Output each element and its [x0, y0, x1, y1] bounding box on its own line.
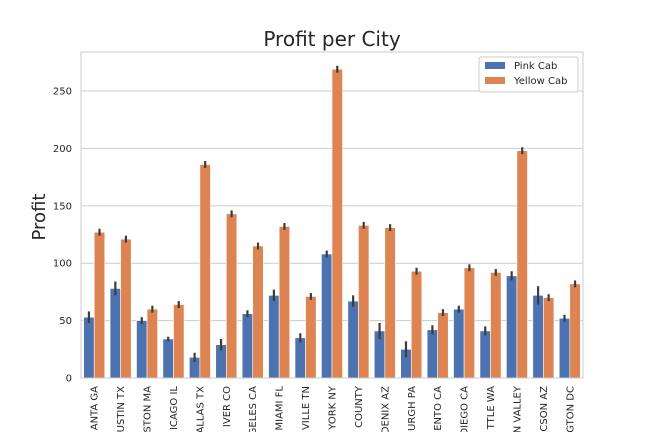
bar-pink-cab — [453, 308, 465, 379]
bar-pink-cab — [426, 329, 438, 379]
bar-yellow-cab — [569, 283, 581, 379]
bar-yellow-cab — [437, 312, 449, 379]
y-tick-labels: 0 50 100 150 200 250 — [53, 87, 72, 385]
bar-yellow-cab — [490, 272, 502, 379]
bar-yellow-cab — [331, 68, 343, 379]
bar-pink-cab — [136, 320, 148, 379]
bar-yellow-cab — [358, 225, 370, 379]
x-tick-label: USTIN TX — [116, 386, 127, 432]
x-tick-label: YORK NY — [328, 385, 339, 431]
y-tick-label: 150 — [53, 201, 72, 212]
x-tick-label: N VALLEY — [512, 385, 523, 432]
x-tick-label: URGH PA — [407, 386, 418, 431]
bar-yellow-cab — [516, 150, 528, 379]
bar-yellow-cab — [543, 297, 555, 379]
y-tick-label: 50 — [59, 316, 72, 327]
plot-frame — [80, 51, 584, 379]
error-bars-group — [87, 65, 577, 362]
chart-title: Profit per City — [263, 27, 400, 51]
bar-yellow-cab — [410, 270, 423, 379]
x-tick-label: DENIX AZ — [380, 386, 391, 432]
y-tick-label: 200 — [53, 144, 72, 155]
bar-pink-cab — [83, 316, 95, 379]
legend-label: Yellow Cab — [513, 76, 567, 87]
bar-pink-cab — [241, 313, 254, 379]
bar-pink-cab — [558, 318, 571, 379]
x-tick-label: MIAMI FL — [275, 386, 286, 431]
legend-label: Pink Cab — [514, 61, 557, 72]
bar-yellow-cab — [384, 227, 396, 379]
x-tick-label: ENTO CA — [433, 386, 444, 431]
x-tick-label: DIEGO CA — [460, 386, 471, 432]
bars-group — [83, 68, 581, 379]
x-tick-label: IVER CO — [222, 386, 233, 427]
y-tick-label: 250 — [53, 87, 72, 98]
bar-pink-cab — [109, 288, 121, 379]
legend-swatch — [485, 77, 505, 84]
x-tick-labels: ANTA GA USTIN TX STON MA ICAGO IL ALLAS TX IV… — [90, 385, 577, 432]
x-tick-label: CSON AZ — [539, 386, 550, 432]
bar-yellow-cab — [120, 238, 132, 379]
bar-pink-cab — [321, 253, 333, 379]
legend: Pink Cab Yellow Cab — [478, 56, 579, 93]
x-tick-label: GTON DC — [565, 386, 576, 432]
bar-yellow-cab — [93, 231, 106, 379]
x-tick-label: VILLE TN — [301, 386, 312, 430]
x-tick-label: COUNTY — [354, 385, 365, 428]
x-tick-label: GELES CA — [248, 386, 259, 432]
bar-yellow-cab — [199, 164, 211, 379]
bar-yellow-cab — [173, 304, 185, 379]
y-tick-label: 0 — [66, 374, 72, 385]
bar-pink-cab — [479, 330, 491, 379]
bar-yellow-cab — [146, 308, 158, 379]
y-tick-label: 100 — [53, 259, 72, 270]
x-tick-label: STON MA — [143, 386, 154, 432]
bar-pink-cab — [506, 275, 518, 379]
x-tick-label: ICAGO IL — [169, 386, 180, 430]
bar-pink-cab — [532, 295, 544, 379]
bar-yellow-cab — [278, 226, 291, 379]
x-tick-label: TTLE WA — [486, 386, 497, 430]
x-tick-label: ALLAS TX — [195, 386, 206, 432]
y-axis-label: Profit — [29, 194, 50, 241]
bar-pink-cab — [268, 295, 280, 379]
x-tick-label: ANTA GA — [90, 386, 101, 430]
legend-swatch — [485, 62, 505, 69]
bar-yellow-cab — [226, 213, 238, 379]
bar-yellow-cab — [252, 245, 264, 379]
bar-pink-cab — [162, 338, 174, 379]
bar-yellow-cab — [305, 296, 317, 379]
bar-pink-cab — [294, 337, 306, 379]
bar-yellow-cab — [463, 267, 475, 379]
bar-pink-cab — [347, 300, 359, 379]
